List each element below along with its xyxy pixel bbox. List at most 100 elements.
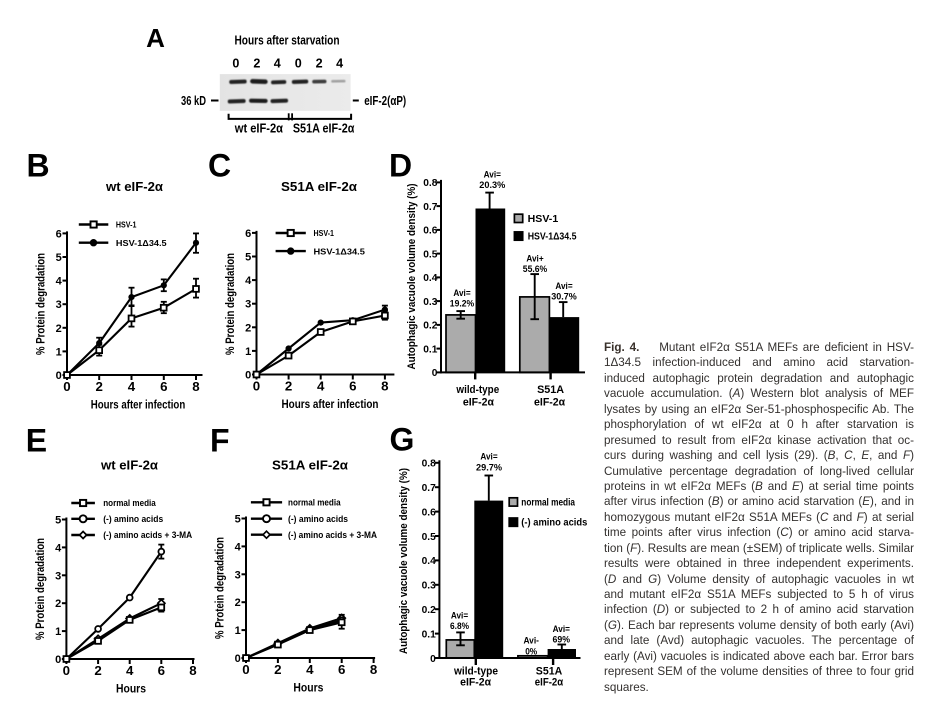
svg-text:Hours after infection: Hours after infection: [282, 399, 379, 411]
svg-text:Avi=: Avi=: [453, 288, 470, 298]
svg-text:% Protein degradation: % Protein degradation: [215, 537, 227, 639]
svg-text:36 kD: 36 kD: [181, 94, 206, 108]
svg-text:2: 2: [56, 323, 62, 335]
svg-text:1: 1: [56, 346, 62, 358]
svg-text:Avi=: Avi=: [555, 281, 572, 291]
svg-text:0: 0: [232, 57, 239, 71]
svg-text:0: 0: [63, 379, 70, 394]
svg-text:0.3: 0.3: [422, 581, 436, 592]
svg-text:2: 2: [316, 57, 323, 71]
svg-text:HSV-1Δ34.5: HSV-1Δ34.5: [528, 232, 577, 243]
svg-text:normal media: normal media: [288, 498, 341, 508]
svg-text:S51A eIF-2α: S51A eIF-2α: [293, 120, 355, 135]
svg-text:3: 3: [235, 569, 241, 581]
svg-text:Avi=: Avi=: [451, 611, 468, 621]
svg-text:HSV-1: HSV-1: [116, 220, 137, 230]
svg-text:5: 5: [55, 515, 61, 527]
svg-text:3: 3: [56, 299, 62, 311]
svg-text:wild-type: wild-type: [453, 665, 498, 677]
svg-text:eIF-2α: eIF-2α: [460, 677, 491, 689]
svg-text:0.8: 0.8: [423, 178, 437, 189]
svg-text:eIF-2α: eIF-2α: [535, 677, 564, 689]
svg-text:eIF-2α: eIF-2α: [463, 397, 494, 409]
svg-text:2: 2: [96, 379, 103, 394]
svg-text:4: 4: [235, 541, 242, 553]
svg-text:% Protein degradation: % Protein degradation: [225, 253, 237, 355]
svg-text:S51A: S51A: [537, 384, 564, 396]
svg-text:4: 4: [306, 662, 314, 677]
svg-text:2: 2: [94, 663, 101, 678]
svg-text:2: 2: [274, 662, 281, 677]
svg-text:wt eIF-2α: wt eIF-2α: [234, 120, 283, 135]
svg-text:HSV-1: HSV-1: [528, 214, 559, 225]
svg-text:29.7%: 29.7%: [476, 462, 502, 472]
svg-text:Hours: Hours: [293, 683, 323, 695]
svg-text:3: 3: [245, 299, 251, 311]
svg-text:8: 8: [370, 662, 377, 677]
svg-text:(-) amino acids: (-) amino acids: [103, 514, 163, 524]
svg-text:0.5: 0.5: [423, 249, 437, 260]
svg-text:(-) amino acids: (-) amino acids: [288, 514, 348, 524]
svg-text:Avi-: Avi-: [523, 636, 539, 646]
svg-text:4: 4: [336, 57, 343, 71]
svg-text:2: 2: [253, 57, 260, 71]
svg-text:eIF-2(αP): eIF-2(αP): [364, 94, 406, 108]
svg-text:55.6%: 55.6%: [523, 264, 547, 274]
svg-text:wt eIF-2α: wt eIF-2α: [100, 459, 158, 473]
svg-text:S51A: S51A: [536, 665, 562, 677]
svg-text:4: 4: [274, 57, 281, 71]
svg-text:6: 6: [160, 379, 167, 394]
svg-text:0.7: 0.7: [423, 202, 437, 213]
svg-text:6: 6: [338, 662, 345, 677]
svg-text:normal media: normal media: [521, 497, 575, 508]
svg-text:0.2: 0.2: [422, 605, 436, 616]
svg-text:1: 1: [235, 625, 241, 637]
svg-text:4: 4: [126, 663, 134, 678]
svg-text:HSV-1: HSV-1: [314, 228, 335, 238]
svg-text:6.8%: 6.8%: [450, 621, 469, 631]
svg-text:0.1: 0.1: [422, 629, 436, 640]
svg-text:Hours after starvation: Hours after starvation: [235, 33, 340, 48]
svg-text:20.3%: 20.3%: [479, 180, 505, 190]
svg-text:wild-type: wild-type: [456, 384, 500, 396]
svg-text:S51A eIF-2α: S51A eIF-2α: [272, 459, 348, 473]
svg-text:(-) amino acids: (-) amino acids: [521, 518, 587, 529]
svg-text:Hours after infection: Hours after infection: [91, 400, 186, 412]
svg-text:S51A eIF-2α: S51A eIF-2α: [281, 180, 357, 194]
svg-text:0.3: 0.3: [423, 297, 437, 308]
svg-text:5: 5: [235, 514, 241, 526]
svg-text:4: 4: [56, 276, 63, 288]
svg-text:F: F: [210, 423, 230, 459]
svg-text:0: 0: [55, 654, 61, 666]
svg-text:Avi=: Avi=: [484, 170, 501, 180]
svg-text:% Protein degradation: % Protein degradation: [36, 253, 48, 355]
svg-text:0: 0: [63, 663, 70, 678]
svg-text:0: 0: [235, 653, 241, 665]
svg-text:0.7: 0.7: [422, 483, 436, 494]
svg-text:30.7%: 30.7%: [551, 291, 577, 301]
svg-text:0.4: 0.4: [423, 273, 437, 284]
svg-text:0.4: 0.4: [422, 556, 436, 567]
svg-text:0.5: 0.5: [422, 532, 436, 543]
svg-text:0: 0: [430, 654, 436, 665]
svg-text:4: 4: [317, 379, 325, 394]
svg-text:0%: 0%: [525, 646, 537, 656]
svg-text:Autophagic vacuole volume dens: Autophagic vacuole volume density (%): [398, 468, 410, 654]
svg-text:Autophagic vacuole volume dens: Autophagic vacuole volume density (%): [406, 183, 418, 369]
svg-text:2: 2: [235, 597, 241, 609]
svg-text:0.2: 0.2: [423, 321, 437, 332]
svg-text:4: 4: [128, 379, 136, 394]
svg-text:19.2%: 19.2%: [450, 299, 474, 309]
svg-text:6: 6: [158, 663, 165, 678]
svg-text:0.8: 0.8: [422, 459, 436, 470]
svg-text:0: 0: [245, 370, 251, 382]
svg-text:2: 2: [55, 598, 61, 610]
svg-text:6: 6: [245, 228, 251, 240]
svg-text:A: A: [146, 23, 165, 53]
svg-text:wt eIF-2α: wt eIF-2α: [105, 180, 163, 194]
svg-text:Avi=: Avi=: [553, 624, 570, 634]
svg-text:0: 0: [253, 379, 260, 394]
svg-text:eIF-2α: eIF-2α: [534, 397, 565, 409]
svg-text:B: B: [27, 148, 50, 184]
svg-text:C: C: [208, 148, 231, 184]
